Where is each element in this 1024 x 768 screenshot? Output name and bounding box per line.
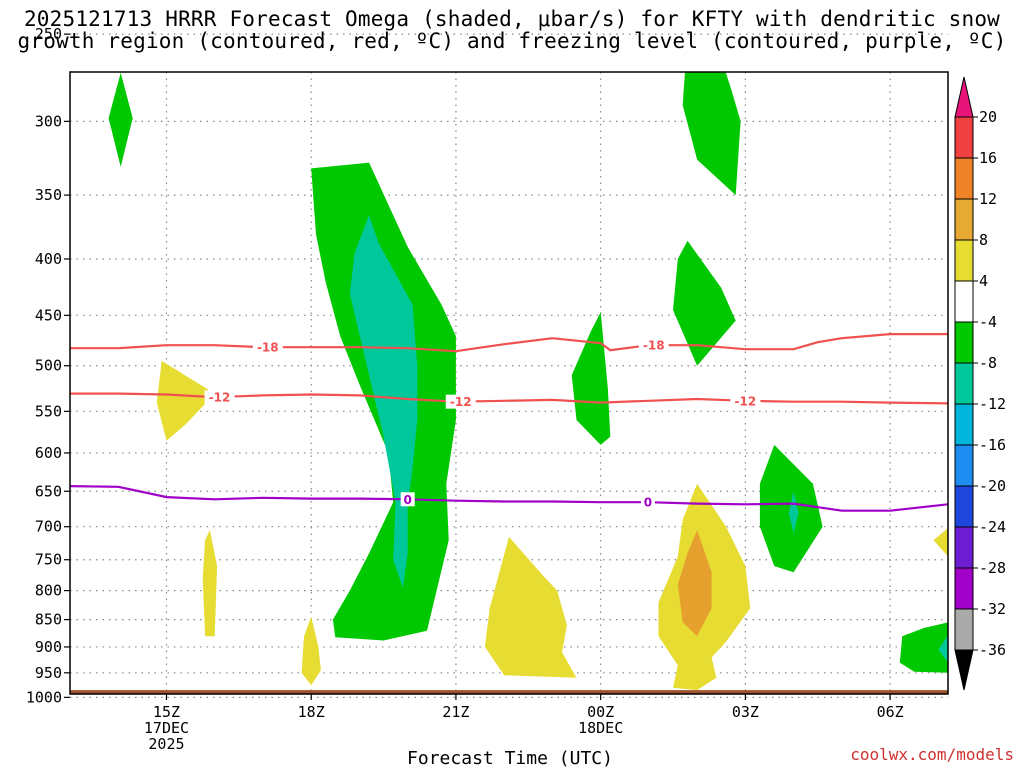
omega-shaded-regions [108,72,948,691]
colorbar-label--12: -12 [979,395,1006,413]
y-tick-label-850: 850 [35,611,62,629]
colorbar-box [954,485,974,528]
colorbar-label--16: -16 [979,436,1006,454]
x-tick-label-18DEC: 18DEC [578,719,623,737]
colorbar-box [954,280,974,323]
contour-label--12: -12 [735,394,757,408]
region-green-upper-left [108,72,133,167]
y-tick-label-1000: 1000 [26,688,62,706]
colorbar-label-16: 16 [979,149,997,167]
y-tick-label-550: 550 [35,402,62,420]
region-yellow-far-right-edge [933,528,948,557]
y-tick-label-800: 800 [35,582,62,600]
y-axis-ticks: 250 300 350 400 450 500 550 600 650 700 750 800 850 9… [26,25,70,706]
region-green-mid-right [673,240,736,366]
colorbar-box [954,239,974,282]
x-tick-label-00Z: 00Z [587,703,614,721]
temperature-contours: -18 -18 -12 -12 -12 0 0 [70,333,948,512]
contour-line--18 [70,333,948,353]
colorbar-label--4: -4 [979,313,997,331]
colorbar-label--8: -8 [979,354,997,372]
colorbar-label--24: -24 [979,518,1006,536]
ground-layer [70,690,948,694]
region-green-mid-00z [571,312,611,445]
region-yellow-narrow-2 [301,616,321,686]
region-green-far-right [899,622,948,673]
colorbar-label-12: 12 [979,190,997,208]
colorbar-box [954,608,974,651]
contour-label-bg [638,338,669,353]
colorbar-box [954,403,974,446]
contour-label--18: -18 [257,341,279,355]
contour-label--12: -12 [450,395,472,409]
y-tick-label-750: 750 [35,551,62,569]
x-tick-label-15Z: 15Z [153,703,180,721]
contour-label-bg [640,495,655,510]
region-yellow-left-cell [156,360,215,441]
contour-label--18: -18 [643,339,665,353]
y-tick-label-500: 500 [35,357,62,375]
region-teal-right-lower [788,491,799,534]
region-orange-right-cell [677,530,712,637]
contour-label-bg [730,393,761,408]
y-tick-label-250: 250 [35,25,62,43]
x-axis-label: Forecast Time (UTC) [407,748,613,768]
contour-label-bg [204,390,235,405]
colorbar-bottom-arrow [954,649,974,691]
colorbar-box [954,567,974,610]
region-teal-main-column [349,215,418,588]
x-tick-label-21Z: 21Z [442,703,469,721]
x-tick-label-2025: 2025 [148,735,184,753]
region-yellow-narrow-1 [202,530,218,637]
colorbar-label-4: 4 [979,272,988,290]
colorbar-box [954,198,974,241]
chart-title: 2025121713 HRRR Forecast Omega (shaded, … [17,7,1007,53]
y-tick-label-300: 300 [35,112,62,130]
contour-label-0: 0 [644,496,652,510]
x-tick-label-17DEC: 17DEC [144,719,189,737]
contour-label--12: -12 [209,391,231,405]
contour-label-bg [400,492,415,507]
colorbar-box [954,444,974,487]
y-tick-label-600: 600 [35,444,62,462]
y-tick-label-400: 400 [35,250,62,268]
credit-text[interactable]: coolwx.com/models [850,745,1014,764]
colorbar-label-20: 20 [979,108,997,126]
y-tick-label-700: 700 [35,518,62,536]
colorbar-box [954,116,974,159]
colorbar-label--36: -36 [979,641,1006,659]
plot-frame [69,71,949,695]
colorbar-box [954,157,974,200]
colorbar-label--20: -20 [979,477,1006,495]
x-tick-label-18Z: 18Z [298,703,325,721]
contour-line-0 [70,485,948,512]
colorbar-label--32: -32 [979,600,1006,618]
x-tick-label-06Z: 06Z [877,703,904,721]
colorbar-label--28: -28 [979,559,1006,577]
region-teal-far-right [938,635,948,663]
contour-label-bg [445,394,476,409]
y-tick-label-650: 650 [35,482,62,500]
y-tick-label-350: 350 [35,186,62,204]
colorbar: 20 16 12 8 4 -4 -8 -12 -16 -20 -24 -28 -32 -36 [954,76,1006,691]
contour-label-0: 0 [404,493,412,507]
ground-fill [70,690,948,694]
y-tick-label-900: 900 [35,638,62,656]
contour-label-bg [252,340,283,355]
colorbar-box [954,321,974,364]
colorbar-box [954,362,974,405]
region-yellow-center [484,536,577,678]
x-tick-label-03Z: 03Z [732,703,759,721]
region-green-upper-right [682,72,741,196]
colorbar-top-arrow [954,76,974,118]
y-tick-label-450: 450 [35,306,62,324]
y-tick-label-950: 950 [35,664,62,682]
colorbar-label-8: 8 [979,231,988,249]
colorbar-box [954,526,974,569]
